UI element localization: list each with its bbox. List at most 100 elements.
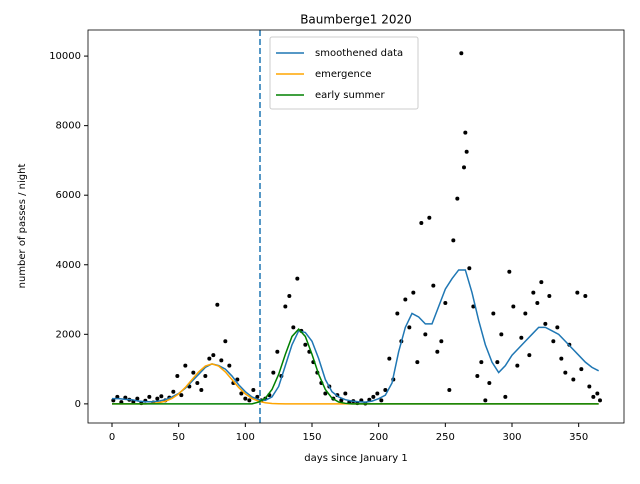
data-point xyxy=(595,391,600,396)
data-point xyxy=(439,339,444,344)
legend-label: emergence xyxy=(315,69,371,80)
data-point xyxy=(467,266,472,271)
data-point xyxy=(587,384,592,389)
data-point xyxy=(547,294,552,299)
data-point xyxy=(383,387,388,392)
data-point xyxy=(387,356,392,361)
data-point xyxy=(247,398,252,403)
data-point xyxy=(571,377,576,382)
data-point xyxy=(447,387,452,392)
data-point xyxy=(223,339,228,344)
data-point xyxy=(287,294,292,299)
y-tick-label: 8000 xyxy=(56,121,81,132)
data-point xyxy=(491,311,496,316)
data-point xyxy=(159,394,164,399)
data-point xyxy=(464,149,469,154)
y-tick-label: 10000 xyxy=(49,51,81,62)
series-line xyxy=(112,327,599,405)
data-point xyxy=(343,391,348,396)
data-point xyxy=(483,398,488,403)
data-point xyxy=(243,396,248,401)
legend-label: early summer xyxy=(315,90,385,101)
data-point xyxy=(555,325,560,330)
data-point xyxy=(199,387,204,392)
data-point xyxy=(451,238,456,243)
series-line xyxy=(112,363,599,405)
data-point xyxy=(407,325,412,330)
data-point xyxy=(459,51,464,56)
data-point xyxy=(339,398,344,403)
legend-label: smoothened data xyxy=(315,48,403,59)
chart-title: Baumberge1 2020 xyxy=(300,13,412,27)
data-point xyxy=(227,363,232,368)
data-point xyxy=(207,356,212,361)
data-point xyxy=(543,321,548,326)
data-point xyxy=(195,381,200,386)
data-point xyxy=(171,389,176,394)
x-tick-label: 200 xyxy=(369,432,388,443)
data-point xyxy=(283,304,288,309)
y-tick-label: 6000 xyxy=(56,190,81,201)
data-point xyxy=(475,374,480,379)
x-tick-label: 350 xyxy=(569,432,588,443)
legend-box xyxy=(269,36,419,110)
data-point xyxy=(511,304,516,309)
data-point xyxy=(499,332,504,337)
y-axis-label: number of passes / night xyxy=(17,164,28,289)
series-line xyxy=(112,269,600,403)
data-point xyxy=(203,374,208,379)
data-point xyxy=(147,394,152,399)
data-point xyxy=(219,358,224,363)
data-point xyxy=(551,339,556,344)
data-point xyxy=(175,374,180,379)
data-point xyxy=(295,276,300,281)
data-point xyxy=(479,360,484,365)
data-point xyxy=(303,342,308,347)
x-tick-label: 300 xyxy=(502,432,521,443)
data-point xyxy=(415,360,420,365)
data-point xyxy=(371,394,376,399)
data-point xyxy=(583,294,588,299)
data-point xyxy=(575,290,580,295)
data-point xyxy=(463,130,468,135)
data-point xyxy=(179,393,184,398)
data-point xyxy=(443,301,448,306)
data-point xyxy=(559,356,564,361)
data-point xyxy=(411,290,416,295)
data-point xyxy=(515,363,520,368)
data-point xyxy=(535,301,540,306)
data-point xyxy=(487,381,492,386)
data-point xyxy=(523,311,528,316)
x-tick-label: 50 xyxy=(172,432,185,443)
y-tick-label: 4000 xyxy=(56,260,81,271)
x-tick-label: 0 xyxy=(109,432,115,443)
data-point xyxy=(395,311,400,316)
x-tick-label: 100 xyxy=(236,432,255,443)
data-point xyxy=(275,349,280,354)
data-point xyxy=(462,165,466,170)
data-point xyxy=(135,396,140,401)
data-point xyxy=(519,335,524,340)
data-point xyxy=(527,353,532,358)
data-point xyxy=(155,396,160,401)
data-point xyxy=(563,370,568,375)
x-axis-label: days since January 1 xyxy=(304,453,407,464)
data-point xyxy=(271,370,276,375)
data-point xyxy=(403,297,408,302)
data-point xyxy=(419,221,424,226)
data-point xyxy=(191,370,196,375)
plot-frame xyxy=(87,29,625,424)
data-point xyxy=(435,349,440,354)
y-tick-label: 2000 xyxy=(56,329,81,340)
data-point xyxy=(431,283,436,288)
legend: smoothened data emergence early summer xyxy=(269,36,419,110)
data-point xyxy=(423,332,428,337)
data-point xyxy=(239,391,244,396)
data-point xyxy=(215,302,220,307)
data-point xyxy=(211,353,216,358)
y-tick-label: 0 xyxy=(75,399,81,410)
data-point xyxy=(591,394,596,399)
data-point xyxy=(323,391,328,396)
x-tick-label: 150 xyxy=(302,432,321,443)
